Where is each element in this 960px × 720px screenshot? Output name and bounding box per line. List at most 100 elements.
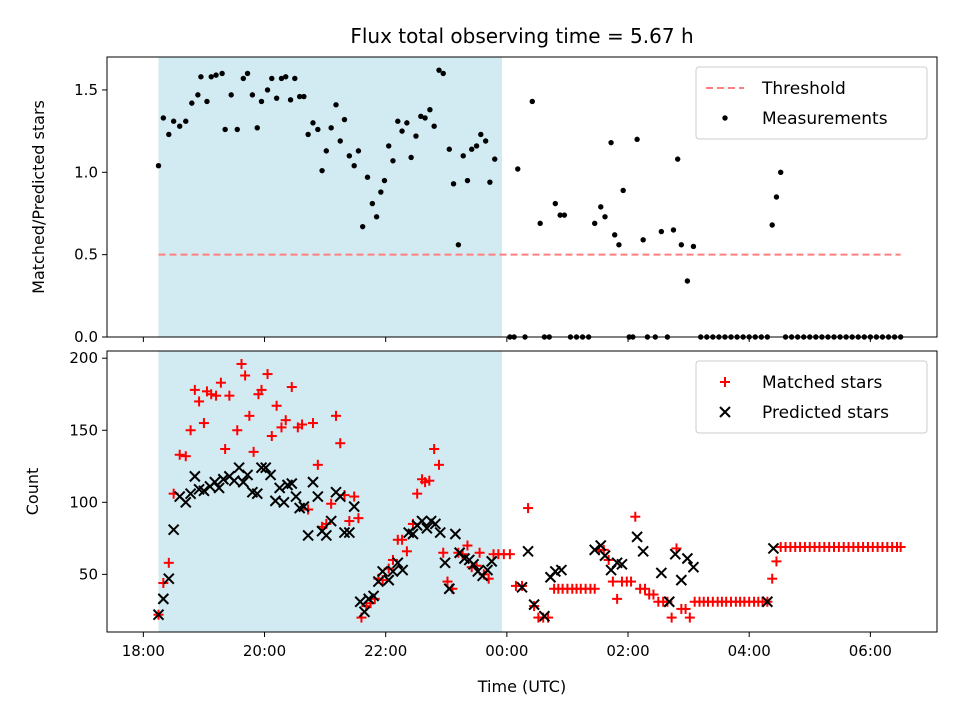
data-point — [557, 212, 563, 218]
data-point — [418, 113, 424, 119]
data-point — [681, 552, 694, 565]
data-point-b — [312, 490, 324, 503]
data-point — [421, 522, 433, 534]
data-point-b — [367, 590, 380, 602]
data-point — [355, 148, 362, 154]
data-point — [351, 163, 357, 169]
panel-2-legend: Matched stars Predicted stars — [695, 360, 928, 434]
data-point-b — [372, 575, 385, 588]
data-point — [684, 612, 695, 623]
data-point — [160, 115, 167, 121]
data-point — [189, 470, 201, 483]
data-point — [616, 558, 628, 570]
data-point — [240, 370, 251, 381]
data-point — [241, 469, 254, 481]
data-point — [269, 75, 275, 82]
y-tick-label: 100 — [69, 493, 98, 511]
legend-label: Measurements — [762, 109, 888, 129]
data-point-b — [631, 531, 643, 543]
data-point — [449, 528, 462, 540]
data-point — [217, 473, 230, 485]
data-point-b — [358, 606, 371, 618]
data-point — [455, 242, 462, 248]
data-point — [224, 390, 235, 401]
data-point — [413, 133, 419, 139]
data-point — [630, 511, 641, 522]
data-point — [767, 573, 778, 584]
data-point — [407, 528, 419, 540]
data-point-b — [611, 557, 623, 569]
data-point — [462, 540, 473, 551]
data-point — [208, 74, 214, 80]
data-point — [595, 539, 607, 552]
data-point — [670, 227, 677, 233]
data-point — [478, 131, 484, 138]
legend-marker-swatch-b — [719, 406, 731, 418]
data-point — [264, 469, 277, 481]
data-point-b — [392, 557, 404, 569]
x-tick-label: 00:00 — [485, 642, 528, 660]
data-point-b — [681, 552, 694, 565]
legend-label: Threshold — [761, 79, 846, 99]
data-point-b — [213, 482, 225, 494]
data-point — [278, 75, 285, 82]
data-point-b — [767, 542, 780, 555]
data-point-b — [486, 555, 498, 568]
data-point — [481, 564, 494, 576]
x-tick-label: 22:00 — [364, 642, 407, 660]
data-point-b — [458, 552, 471, 565]
data-point-b — [343, 526, 356, 539]
data-point-b — [588, 544, 601, 556]
data-point — [297, 419, 308, 430]
data-point-b — [481, 564, 494, 576]
data-point — [326, 498, 337, 509]
data-point — [589, 583, 600, 594]
data-point — [319, 167, 325, 174]
x-tick-label: 18:00 — [122, 642, 165, 660]
data-point-b — [429, 518, 442, 530]
data-point — [298, 500, 310, 513]
data-point-b — [307, 476, 319, 488]
y-tick-label: 50 — [79, 565, 98, 583]
data-point — [474, 547, 485, 558]
data-point — [335, 438, 346, 449]
data-point — [436, 67, 442, 73]
data-point — [373, 214, 380, 220]
data-point — [482, 138, 489, 144]
data-point — [467, 558, 480, 570]
data-point — [198, 74, 204, 80]
data-point-b — [655, 567, 668, 579]
data-point — [383, 574, 395, 586]
data-point-b — [264, 469, 277, 481]
data-point — [358, 606, 371, 618]
data-point — [528, 598, 540, 611]
data-point-b — [449, 528, 462, 540]
data-point — [344, 516, 355, 527]
data-point — [260, 462, 272, 474]
data-point — [620, 187, 626, 194]
data-point — [687, 561, 700, 573]
data-point — [312, 490, 324, 503]
data-point — [771, 556, 782, 567]
data-point — [283, 74, 289, 80]
data-point-b — [416, 515, 428, 527]
x-tick-label: 06:00 — [849, 642, 892, 660]
data-point — [278, 496, 290, 509]
data-point — [442, 576, 453, 587]
data-point-b — [348, 500, 360, 513]
data-point — [648, 589, 659, 600]
data-point — [516, 581, 528, 594]
data-point — [251, 487, 263, 500]
series-predicted-stars — [152, 462, 780, 622]
data-point-b — [173, 490, 186, 503]
data-point — [211, 390, 222, 401]
data-point-b — [439, 557, 451, 569]
data-point-b — [387, 565, 399, 578]
chart-title: Flux total observing time = 5.67 h — [350, 24, 693, 48]
data-point — [310, 120, 316, 126]
data-point — [307, 418, 318, 429]
data-point — [666, 612, 677, 623]
data-point-b — [421, 522, 433, 534]
data-point — [276, 422, 287, 433]
data-point — [346, 153, 353, 159]
